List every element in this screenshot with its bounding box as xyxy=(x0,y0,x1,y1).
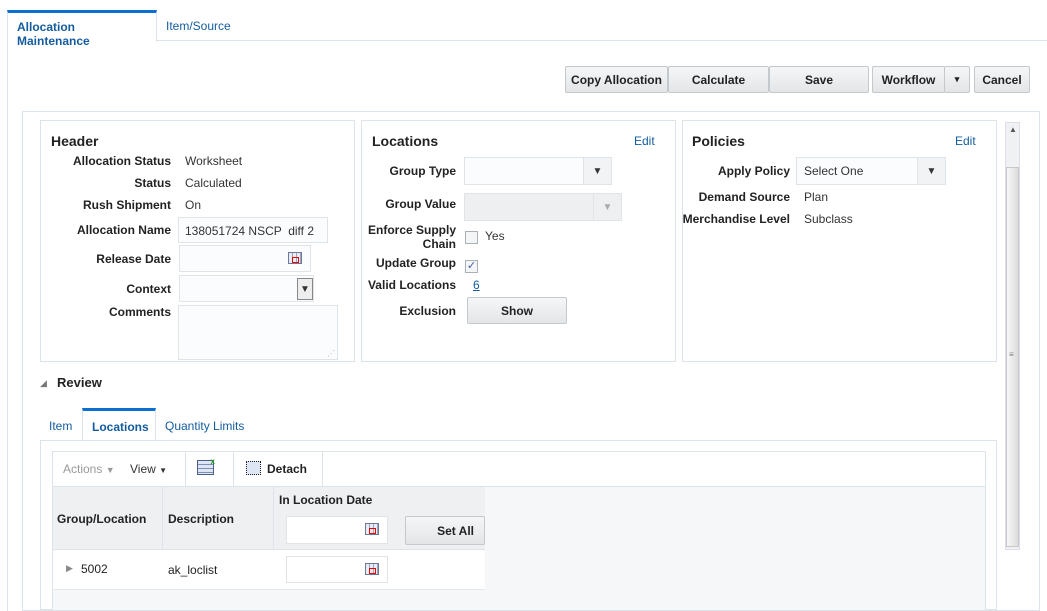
valid-locations-link[interactable]: 6 xyxy=(473,278,480,292)
table-row[interactable] xyxy=(53,550,485,590)
group-type-select[interactable]: ▼ xyxy=(464,157,612,185)
detach-button[interactable]: Detach xyxy=(267,462,308,476)
apply-policy-label: Apply Policy xyxy=(717,164,790,178)
set-all-date-input[interactable] xyxy=(286,516,388,544)
column-header-in-location-date[interactable]: In Location Date xyxy=(279,493,373,507)
enforce-yes-label: Yes xyxy=(485,229,505,243)
release-date-input[interactable] xyxy=(179,245,311,272)
policies-title: Policies xyxy=(692,133,745,149)
status-value: Calculated xyxy=(185,176,242,190)
actions-label: Actions xyxy=(63,462,103,476)
collapse-icon[interactable]: ◢ xyxy=(40,378,47,388)
header-title: Header xyxy=(51,133,99,149)
chevron-down-icon: ▼ xyxy=(159,466,168,475)
workflow-menu-button[interactable]: ▾ xyxy=(944,66,970,93)
tab-item-source[interactable]: Item/Source xyxy=(166,19,231,33)
group-value-label: Group Value xyxy=(385,197,456,211)
locations-edit-link[interactable]: Edit xyxy=(634,134,655,148)
tab-locations[interactable]: Locations xyxy=(82,408,156,440)
actions-menu[interactable]: Actions ▼ xyxy=(63,462,115,476)
show-button[interactable]: Show xyxy=(467,297,567,324)
save-button[interactable]: Save xyxy=(769,66,869,93)
release-date-label: Release Date xyxy=(96,252,171,266)
chevron-down-icon: ▾ xyxy=(954,74,960,84)
chevron-down-icon[interactable]: ▼ xyxy=(297,278,313,300)
rush-shipment-value: On xyxy=(185,198,202,212)
status-label: Status xyxy=(134,176,171,190)
calculate-button[interactable]: Calculate xyxy=(668,66,769,93)
detach-icon[interactable] xyxy=(246,461,261,475)
calendar-icon[interactable] xyxy=(288,252,302,264)
column-header-group-location[interactable]: Group/Location xyxy=(57,512,147,526)
allocation-status-value: Worksheet xyxy=(185,154,243,168)
locations-title: Locations xyxy=(372,133,439,149)
update-group-checkbox[interactable]: ✓ xyxy=(465,260,478,273)
set-all-button[interactable]: Set All xyxy=(405,516,485,545)
exclusion-label: Exclusion xyxy=(399,304,456,318)
allocation-status-label: Allocation Status xyxy=(72,154,171,168)
context-label: Context xyxy=(126,282,171,296)
enforce-supply-chain-checkbox[interactable] xyxy=(465,231,478,244)
table-toolbar xyxy=(53,452,985,487)
policies-edit-link[interactable]: Edit xyxy=(955,134,976,148)
workflow-button[interactable]: Workflow xyxy=(872,66,945,93)
in-location-date-input[interactable] xyxy=(286,556,388,583)
group-type-label: Group Type xyxy=(389,164,456,178)
calendar-icon[interactable] xyxy=(365,563,379,575)
update-group-label: Update Group xyxy=(376,256,456,270)
tab-item[interactable]: Item xyxy=(49,419,73,433)
column-header-description[interactable]: Description xyxy=(168,512,235,526)
apply-policy-select[interactable]: Select One ▼ xyxy=(796,157,946,185)
comments-textarea[interactable]: ⋰ xyxy=(178,305,338,360)
comments-label: Comments xyxy=(108,305,171,319)
calendar-icon[interactable] xyxy=(365,523,379,535)
tab-allocation-maintenance[interactable]: Allocation Maintenance xyxy=(7,10,157,48)
enforce-supply-chain-label: Enforce Supply Chain xyxy=(367,223,456,251)
valid-locations-label: Valid Locations xyxy=(367,278,456,292)
rush-shipment-label: Rush Shipment xyxy=(82,198,171,212)
chevron-down-icon: ▼ xyxy=(593,194,621,220)
view-menu[interactable]: View ▼ xyxy=(130,462,167,476)
cancel-button[interactable]: Cancel xyxy=(974,66,1030,93)
allocation-name-input[interactable]: 138051724 NSCP diff 2 xyxy=(178,217,328,243)
review-title[interactable]: Review xyxy=(57,375,102,390)
vertical-scrollbar[interactable]: ▲ ≡ xyxy=(1005,122,1020,550)
merchandise-level-label: Merchandise Level xyxy=(682,212,790,226)
resize-handle-icon[interactable]: ⋰ xyxy=(327,349,335,358)
chevron-down-icon: ▼ xyxy=(105,465,115,475)
grip-icon: ≡ xyxy=(1009,350,1014,359)
tab-divider xyxy=(157,40,1047,41)
tab-quantity-limits[interactable]: Quantity Limits xyxy=(165,419,245,433)
copy-allocation-button[interactable]: Copy Allocation xyxy=(565,66,668,93)
chevron-down-icon[interactable]: ▼ xyxy=(917,158,945,184)
cell-group-location: 5002 xyxy=(81,562,108,576)
expand-icon[interactable]: ▶ xyxy=(66,563,73,573)
chevron-down-icon[interactable]: ▼ xyxy=(583,158,611,184)
scroll-up-icon[interactable]: ▲ xyxy=(1009,125,1017,134)
export-excel-icon[interactable]: x xyxy=(197,457,215,475)
allocation-name-label: Allocation Name xyxy=(76,223,171,237)
apply-policy-value: Select One xyxy=(804,164,864,178)
merchandise-level-value: Subclass xyxy=(804,212,853,226)
scrollbar-thumb[interactable]: ≡ xyxy=(1006,167,1019,547)
context-select[interactable]: ▼ xyxy=(179,275,314,302)
demand-source-label: Demand Source xyxy=(698,190,790,204)
checkmark-icon: ✓ xyxy=(466,260,477,272)
demand-source-value: Plan xyxy=(804,190,829,204)
content-border xyxy=(7,41,8,611)
view-label: View xyxy=(130,462,156,476)
group-value-select[interactable]: ▼ xyxy=(464,193,622,221)
cell-description: ak_loclist xyxy=(168,563,218,577)
